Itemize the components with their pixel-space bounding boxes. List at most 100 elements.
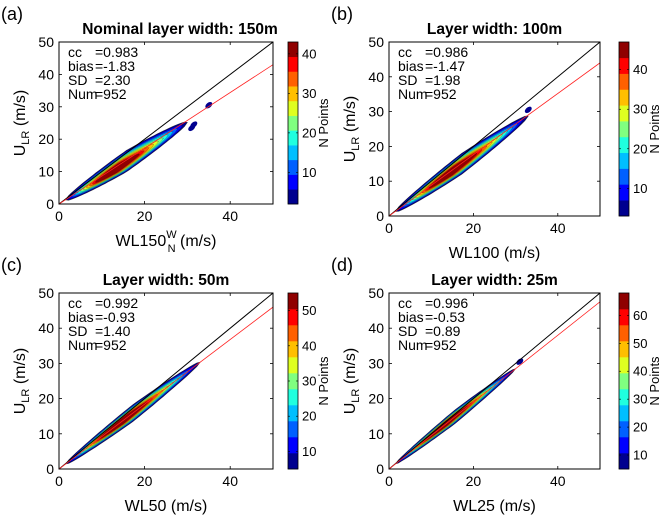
y-tick-label: 30 [38,99,54,115]
stat-label-bias: bias [398,58,424,74]
colorbar-segment [619,437,629,454]
plot-area [389,42,600,216]
x-tick-label: 0 [55,473,63,489]
stat-value-num: =952 [95,337,127,353]
fit-line [389,301,600,469]
x-tick-label: 40 [550,473,566,489]
stat-value-bias: =-1.47 [425,58,465,74]
colorbar-tick-label: 40 [633,62,647,77]
colorbar-segment [619,42,629,59]
x-tick-label: 40 [550,220,566,236]
stat-label-num: Num [398,86,428,102]
colorbar-segment [288,71,298,87]
colorbar-segment [288,56,298,72]
y-tick-label: 30 [38,355,54,371]
colorbar-frame [287,41,299,205]
stat-value-num: =952 [95,86,127,102]
plot-area [59,293,273,469]
one-to-one-line [389,293,600,469]
colorbar-tick-label: 30 [633,102,647,117]
colorbar-segment [619,73,629,90]
stat-value-sd: =1.98 [425,72,461,88]
y-tick-label: 40 [38,66,54,82]
colorbar-tick-label: 40 [302,46,316,61]
y-tick-label: 50 [38,285,54,301]
colorbar-tick-label: 10 [633,181,647,196]
y-tick-label: 50 [38,34,54,50]
stat-value-cc: =0.996 [425,295,468,311]
one-to-one-line [59,42,273,204]
colorbar-tick-label: 20 [302,409,316,424]
colorbar-tick-label: 20 [302,125,316,140]
colorbar-segment [288,100,298,116]
one-to-one-line [389,42,600,216]
stat-label-sd: SD [398,323,417,339]
y-tick-label: 50 [368,34,384,50]
panel-letter: (a) [1,4,23,24]
y-tick-label: 40 [368,69,384,85]
colorbar-label: N Points [316,98,331,148]
stat-value-cc: =0.983 [95,44,138,60]
x-tick-label: 40 [222,473,238,489]
panel-title: Nominal layer width: 150m [82,21,278,38]
y-axis-label: ULR (m/s) [342,96,362,163]
colorbar-segment [619,341,629,358]
axes-box [388,292,601,470]
colorbar-segment [288,159,298,175]
y-tick-label: 20 [368,138,384,154]
colorbar-segment [619,405,629,422]
stat-value-bias: =-0.53 [425,309,465,325]
colorbar-segment [288,389,298,406]
y-axis-label: ULR (m/s) [12,348,32,415]
y-tick-label: 0 [46,196,54,212]
colorbar-tick-label: 20 [633,141,647,156]
axes-box [58,292,274,470]
stat-value-bias: =-1.83 [95,58,135,74]
contour-island [524,106,532,114]
y-tick-label: 20 [38,131,54,147]
contour-level-11 [428,153,478,189]
stat-label-cc: cc [398,44,412,60]
colorbar-segment [619,168,629,185]
colorbar-segment [619,105,629,122]
stat-label-cc: cc [68,44,82,60]
colorbar-tick-label: 10 [633,448,647,463]
panel-letter: (d) [331,255,353,275]
y-tick-label: 10 [368,173,384,189]
x-axis-label: WL150W N (m/s) [116,229,217,255]
colorbar: 10 20 30 40 50 N Points [287,292,331,470]
stat-label-num: Num [68,337,98,353]
colorbar-segment [288,130,298,146]
contour-island [190,121,198,128]
stat-value-num: =952 [425,86,457,102]
stat-value-cc: =0.986 [425,44,468,60]
y-tick-label: 10 [38,426,54,442]
colorbar: 10 20 30 40 N Points [287,41,331,205]
colorbar-tick-label: 30 [633,392,647,407]
colorbar-tick-label: 60 [633,308,647,323]
contour-island [205,101,213,109]
colorbar-segment [288,373,298,390]
stat-value-num: =952 [425,337,457,353]
x-tick-label: 20 [137,208,153,224]
stat-value-cc: =0.992 [95,295,138,311]
axes-box [388,41,601,217]
colorbar-segment [619,152,629,169]
y-tick-label: 20 [38,391,54,407]
x-axis-label: WL100 (m/s) [449,245,541,262]
fit-line [59,64,273,204]
colorbar-segment [619,184,629,201]
colorbar-segment [288,309,298,326]
colorbar-segment [619,121,629,138]
colorbar-segment [619,325,629,342]
stat-value-sd: =0.89 [425,323,461,339]
colorbar-segment [619,421,629,438]
colorbar-segment [619,373,629,390]
stat-label-bias: bias [68,309,94,325]
stat-label-cc: cc [68,295,82,311]
x-tick-label: 0 [385,220,393,236]
y-tick-label: 30 [368,355,384,371]
